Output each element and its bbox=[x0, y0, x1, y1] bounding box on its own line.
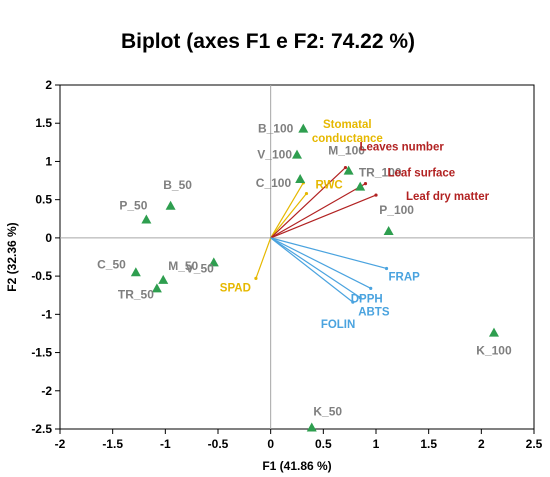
observation-label: M_50 bbox=[168, 259, 198, 273]
observation-marker bbox=[165, 200, 176, 210]
y-tick-label: 0.5 bbox=[35, 193, 52, 207]
variable-vector bbox=[270, 167, 346, 239]
x-tick-label: 0 bbox=[267, 437, 274, 451]
x-tick-label: 0.5 bbox=[315, 437, 332, 451]
variable-vector-tip bbox=[363, 182, 368, 186]
x-tick-label: 1 bbox=[373, 437, 380, 451]
variable-vector-tip bbox=[304, 191, 309, 196]
x-tick-label: 1.5 bbox=[420, 437, 437, 451]
observation-marker bbox=[292, 149, 302, 159]
variable-vector-tip bbox=[343, 165, 348, 170]
x-tick-label: 2.5 bbox=[526, 437, 543, 451]
variable-label: Leaf surface bbox=[387, 168, 455, 180]
variable-vector-tip bbox=[254, 276, 258, 281]
observation-marker bbox=[295, 174, 306, 184]
variable-label: Stomatal conductance bbox=[312, 119, 383, 145]
variable-label: SPAD bbox=[220, 282, 251, 294]
variable-label: ABTS bbox=[358, 307, 390, 319]
y-tick-label: -2.5 bbox=[31, 422, 52, 436]
variable-vector-tip bbox=[351, 300, 355, 304]
observation-marker bbox=[208, 257, 219, 267]
observation-marker bbox=[141, 214, 152, 224]
variable-labels: Stomatal conductance RWC SPAD Leaves number L… bbox=[220, 119, 490, 331]
variable-vector bbox=[270, 194, 377, 239]
observation-label: C_50 bbox=[97, 257, 126, 271]
variable-vector bbox=[270, 182, 304, 239]
y-tick-label: 2 bbox=[45, 78, 52, 92]
variable-label-line: conductance bbox=[312, 133, 383, 145]
y-tick-label: -1.5 bbox=[31, 346, 52, 360]
observations: B_100 V_100 C_100 M_100 TR_100 P_100 B_50 P_50 V… bbox=[97, 122, 512, 432]
variable-label: FOLIN bbox=[321, 319, 356, 331]
y-tick-label: -0.5 bbox=[31, 269, 52, 283]
x-tick-label: -1.5 bbox=[102, 437, 123, 451]
variable-vector-tip bbox=[384, 266, 389, 271]
y-tick-label: 1 bbox=[45, 154, 52, 168]
variable-vector bbox=[270, 183, 366, 239]
y-tick-label: 0 bbox=[45, 231, 52, 245]
observation-label: K_50 bbox=[313, 404, 342, 418]
variable-vector bbox=[270, 237, 372, 289]
y-tick-label: -2 bbox=[41, 384, 52, 398]
x-tick-label: 2 bbox=[478, 437, 485, 451]
chart-title: Biplot (axes F1 e F2: 74.22 %) bbox=[121, 30, 415, 53]
y-tick-label: -1 bbox=[41, 307, 52, 321]
variable-vector-tip bbox=[369, 286, 373, 290]
x-axis-label: F1 (41.86 %) bbox=[262, 459, 331, 473]
variable-vector bbox=[270, 193, 307, 239]
observation-marker bbox=[383, 226, 394, 236]
observation-label: B_100 bbox=[258, 122, 294, 136]
observation-marker bbox=[151, 283, 162, 293]
observation-marker bbox=[130, 267, 141, 277]
observation-marker bbox=[355, 181, 366, 191]
observation-label: P_50 bbox=[119, 199, 147, 213]
variable-label: Leaves number bbox=[359, 142, 444, 154]
variable-vectors bbox=[254, 165, 389, 304]
y-tick-label: 1.5 bbox=[35, 116, 52, 130]
variable-vector bbox=[255, 237, 272, 279]
variable-label: Leaf dry matter bbox=[406, 191, 490, 203]
observation-label: B_50 bbox=[163, 178, 192, 192]
observation-marker bbox=[488, 327, 499, 337]
variable-label: DPPH bbox=[351, 293, 383, 305]
x-tick-label: -1 bbox=[160, 437, 171, 451]
variable-vector bbox=[270, 237, 354, 303]
variable-label-line: Stomatal bbox=[323, 119, 372, 131]
x-axis-ticks: -2 -1.5 -1 -0.5 0 0.5 1 1.5 2 2.5 bbox=[55, 429, 543, 451]
variable-vector bbox=[270, 237, 361, 299]
observation-marker bbox=[343, 165, 354, 175]
observation-marker bbox=[158, 274, 169, 284]
observation-label: V_100 bbox=[257, 148, 292, 162]
observation-label: C_100 bbox=[256, 176, 292, 190]
y-axis-label: F2 (32.36 %) bbox=[5, 222, 19, 291]
observation-marker bbox=[306, 422, 317, 432]
observation-label: M_100 bbox=[328, 144, 365, 158]
zero-lines bbox=[60, 85, 534, 429]
x-tick-label: -0.5 bbox=[208, 437, 229, 451]
variable-label: RWC bbox=[315, 180, 342, 192]
plot-area-frame bbox=[59, 84, 535, 430]
variable-vector-tip bbox=[374, 193, 378, 197]
observation-marker bbox=[298, 123, 309, 133]
x-tick-label: -2 bbox=[55, 437, 66, 451]
observation-label: V_50 bbox=[186, 261, 214, 275]
variable-vector-tip bbox=[358, 295, 362, 300]
observation-label: P_100 bbox=[379, 203, 414, 217]
y-axis-ticks: -2.5 -2 -1.5 -1 -0.5 0 0.5 1 1.5 2 bbox=[31, 78, 60, 436]
variable-label: FRAP bbox=[389, 271, 421, 283]
observation-label: TR_100 bbox=[359, 166, 402, 180]
observation-label: TR_50 bbox=[118, 287, 154, 301]
observation-label: K_100 bbox=[476, 344, 512, 358]
variable-vector bbox=[270, 237, 387, 270]
